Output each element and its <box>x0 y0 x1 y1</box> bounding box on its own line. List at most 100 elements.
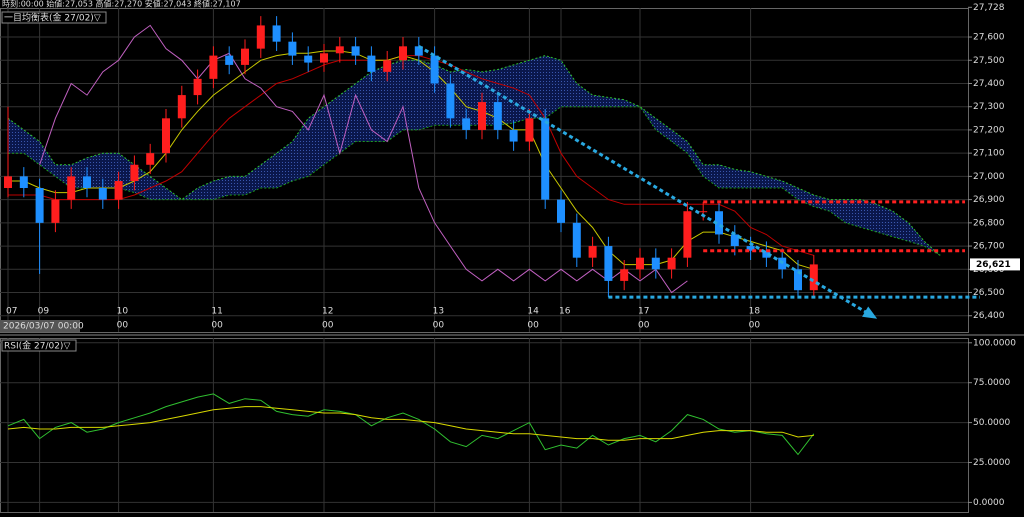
candle-body <box>399 46 407 61</box>
y-tick-label: 27,100 <box>973 149 1005 159</box>
x-tick-label: 10 <box>117 307 129 317</box>
candle-body <box>130 164 139 182</box>
candle-body <box>541 118 550 200</box>
y-tick-label: 75.0000 <box>973 378 1010 388</box>
y-tick-label: 27,400 <box>973 79 1005 89</box>
candle-body <box>351 46 360 56</box>
candle-body <box>525 118 534 142</box>
x-sub-label: 00 <box>527 321 539 331</box>
candle-body <box>651 257 660 270</box>
candle-body <box>620 269 629 281</box>
candle-body <box>114 181 123 200</box>
y-tick-label: 27,728 <box>973 3 1005 13</box>
x-tick-label: 14 <box>527 307 539 317</box>
candle-body <box>19 176 28 188</box>
candle-body <box>762 250 771 258</box>
candle-body <box>367 55 376 72</box>
candle-body <box>304 55 313 63</box>
candle-body <box>715 211 723 235</box>
candle-body <box>4 176 12 188</box>
y-tick-label: 26,500 <box>973 288 1005 298</box>
candle-body <box>241 48 249 65</box>
x-tick-label: 17 <box>638 307 649 317</box>
panel-label-box <box>1 11 107 24</box>
candle-body <box>288 41 297 56</box>
candle-body <box>794 269 802 291</box>
candle-body <box>383 60 392 72</box>
y-tick-label: 26,700 <box>973 242 1005 252</box>
indicator-line <box>8 106 941 256</box>
y-tick-label: 50.0000 <box>973 418 1010 428</box>
cloud-fill <box>8 55 941 256</box>
ohlc-info: 時刻:00:00 始値:27,053 高値:27,270 安値:27,043 終… <box>2 0 241 9</box>
x-sub-label: 00 <box>211 321 223 331</box>
main-panel <box>0 8 969 333</box>
indicator-line <box>39 24 688 294</box>
y-tick-label: 27,000 <box>973 172 1005 182</box>
candle-body <box>493 102 502 130</box>
indicator-line <box>8 50 814 270</box>
date-label: 2026/03/07 00:00 <box>3 322 84 332</box>
candle-body <box>699 211 708 213</box>
plot-layer: 27,728 27,600 27,500 27,400 27,300 27,200 27,1… <box>0 3 1020 512</box>
candle-body <box>98 188 107 200</box>
date-box <box>0 320 80 332</box>
candle-body <box>67 176 76 200</box>
x-tick-label: 11 <box>211 307 222 317</box>
candle-body <box>193 78 202 96</box>
candle-body <box>83 176 91 188</box>
x-tick-label: 18 <box>749 307 761 317</box>
arrow-head <box>862 306 878 319</box>
candle-body <box>146 153 155 165</box>
y-tick-label: 26,800 <box>973 218 1005 228</box>
y-tick-label: 27,200 <box>973 125 1005 135</box>
candle-body <box>225 55 234 65</box>
x-tick-label: 09 <box>38 307 50 317</box>
rsi-title: RSI(金 27/02)▽ <box>4 340 70 352</box>
candle-body <box>35 188 44 223</box>
rsi-panel <box>0 338 969 513</box>
x-sub-label: 00 <box>117 321 129 331</box>
candle-body <box>256 25 265 49</box>
candle-body <box>272 25 281 42</box>
y-tick-label: 26,900 <box>973 195 1005 205</box>
candle-body <box>509 129 518 142</box>
candle-body <box>809 264 818 291</box>
candle-body <box>320 53 328 63</box>
candle-body <box>667 257 676 270</box>
candle-body <box>430 55 439 84</box>
candle-body <box>557 199 565 223</box>
y-tick-label: 27,500 <box>973 56 1005 66</box>
candle-body <box>446 83 455 119</box>
y-tick-label: 26,400 <box>973 311 1005 321</box>
candle-body <box>162 118 170 154</box>
candle-body <box>335 46 344 54</box>
rsi-line <box>7 393 815 456</box>
candle-body <box>588 246 597 258</box>
x-sub-label: 00 <box>638 321 650 331</box>
candle-body <box>462 118 471 130</box>
x-sub-label: 00 <box>749 321 761 331</box>
candle-body <box>209 55 218 79</box>
panel-title: 一目均衡表(金 27/02)▽ <box>4 12 101 24</box>
y-tick-label: 27,600 <box>973 33 1005 43</box>
x-tick-label: 13 <box>433 307 444 317</box>
candle-body <box>51 199 60 223</box>
candle-body <box>572 222 581 258</box>
candle-body <box>730 234 739 247</box>
candle-body <box>478 102 486 130</box>
candle-body <box>177 95 186 119</box>
rsi-line <box>7 406 814 441</box>
x-sub-label: 00 <box>433 321 445 331</box>
y-tick-label: 25.0000 <box>973 458 1010 468</box>
last-price-label: 26,621 <box>976 260 1011 270</box>
last-price-box <box>970 258 1020 271</box>
rsi-label-box <box>1 339 77 352</box>
x-tick-label: 07 <box>6 307 17 317</box>
y-tick-label: 27,300 <box>973 102 1005 112</box>
x-tick-label: 12 <box>322 307 333 317</box>
y-tick-label: 0.0000 <box>973 498 1005 508</box>
candle-body <box>636 257 644 270</box>
x-sub-label: 00 <box>322 321 334 331</box>
